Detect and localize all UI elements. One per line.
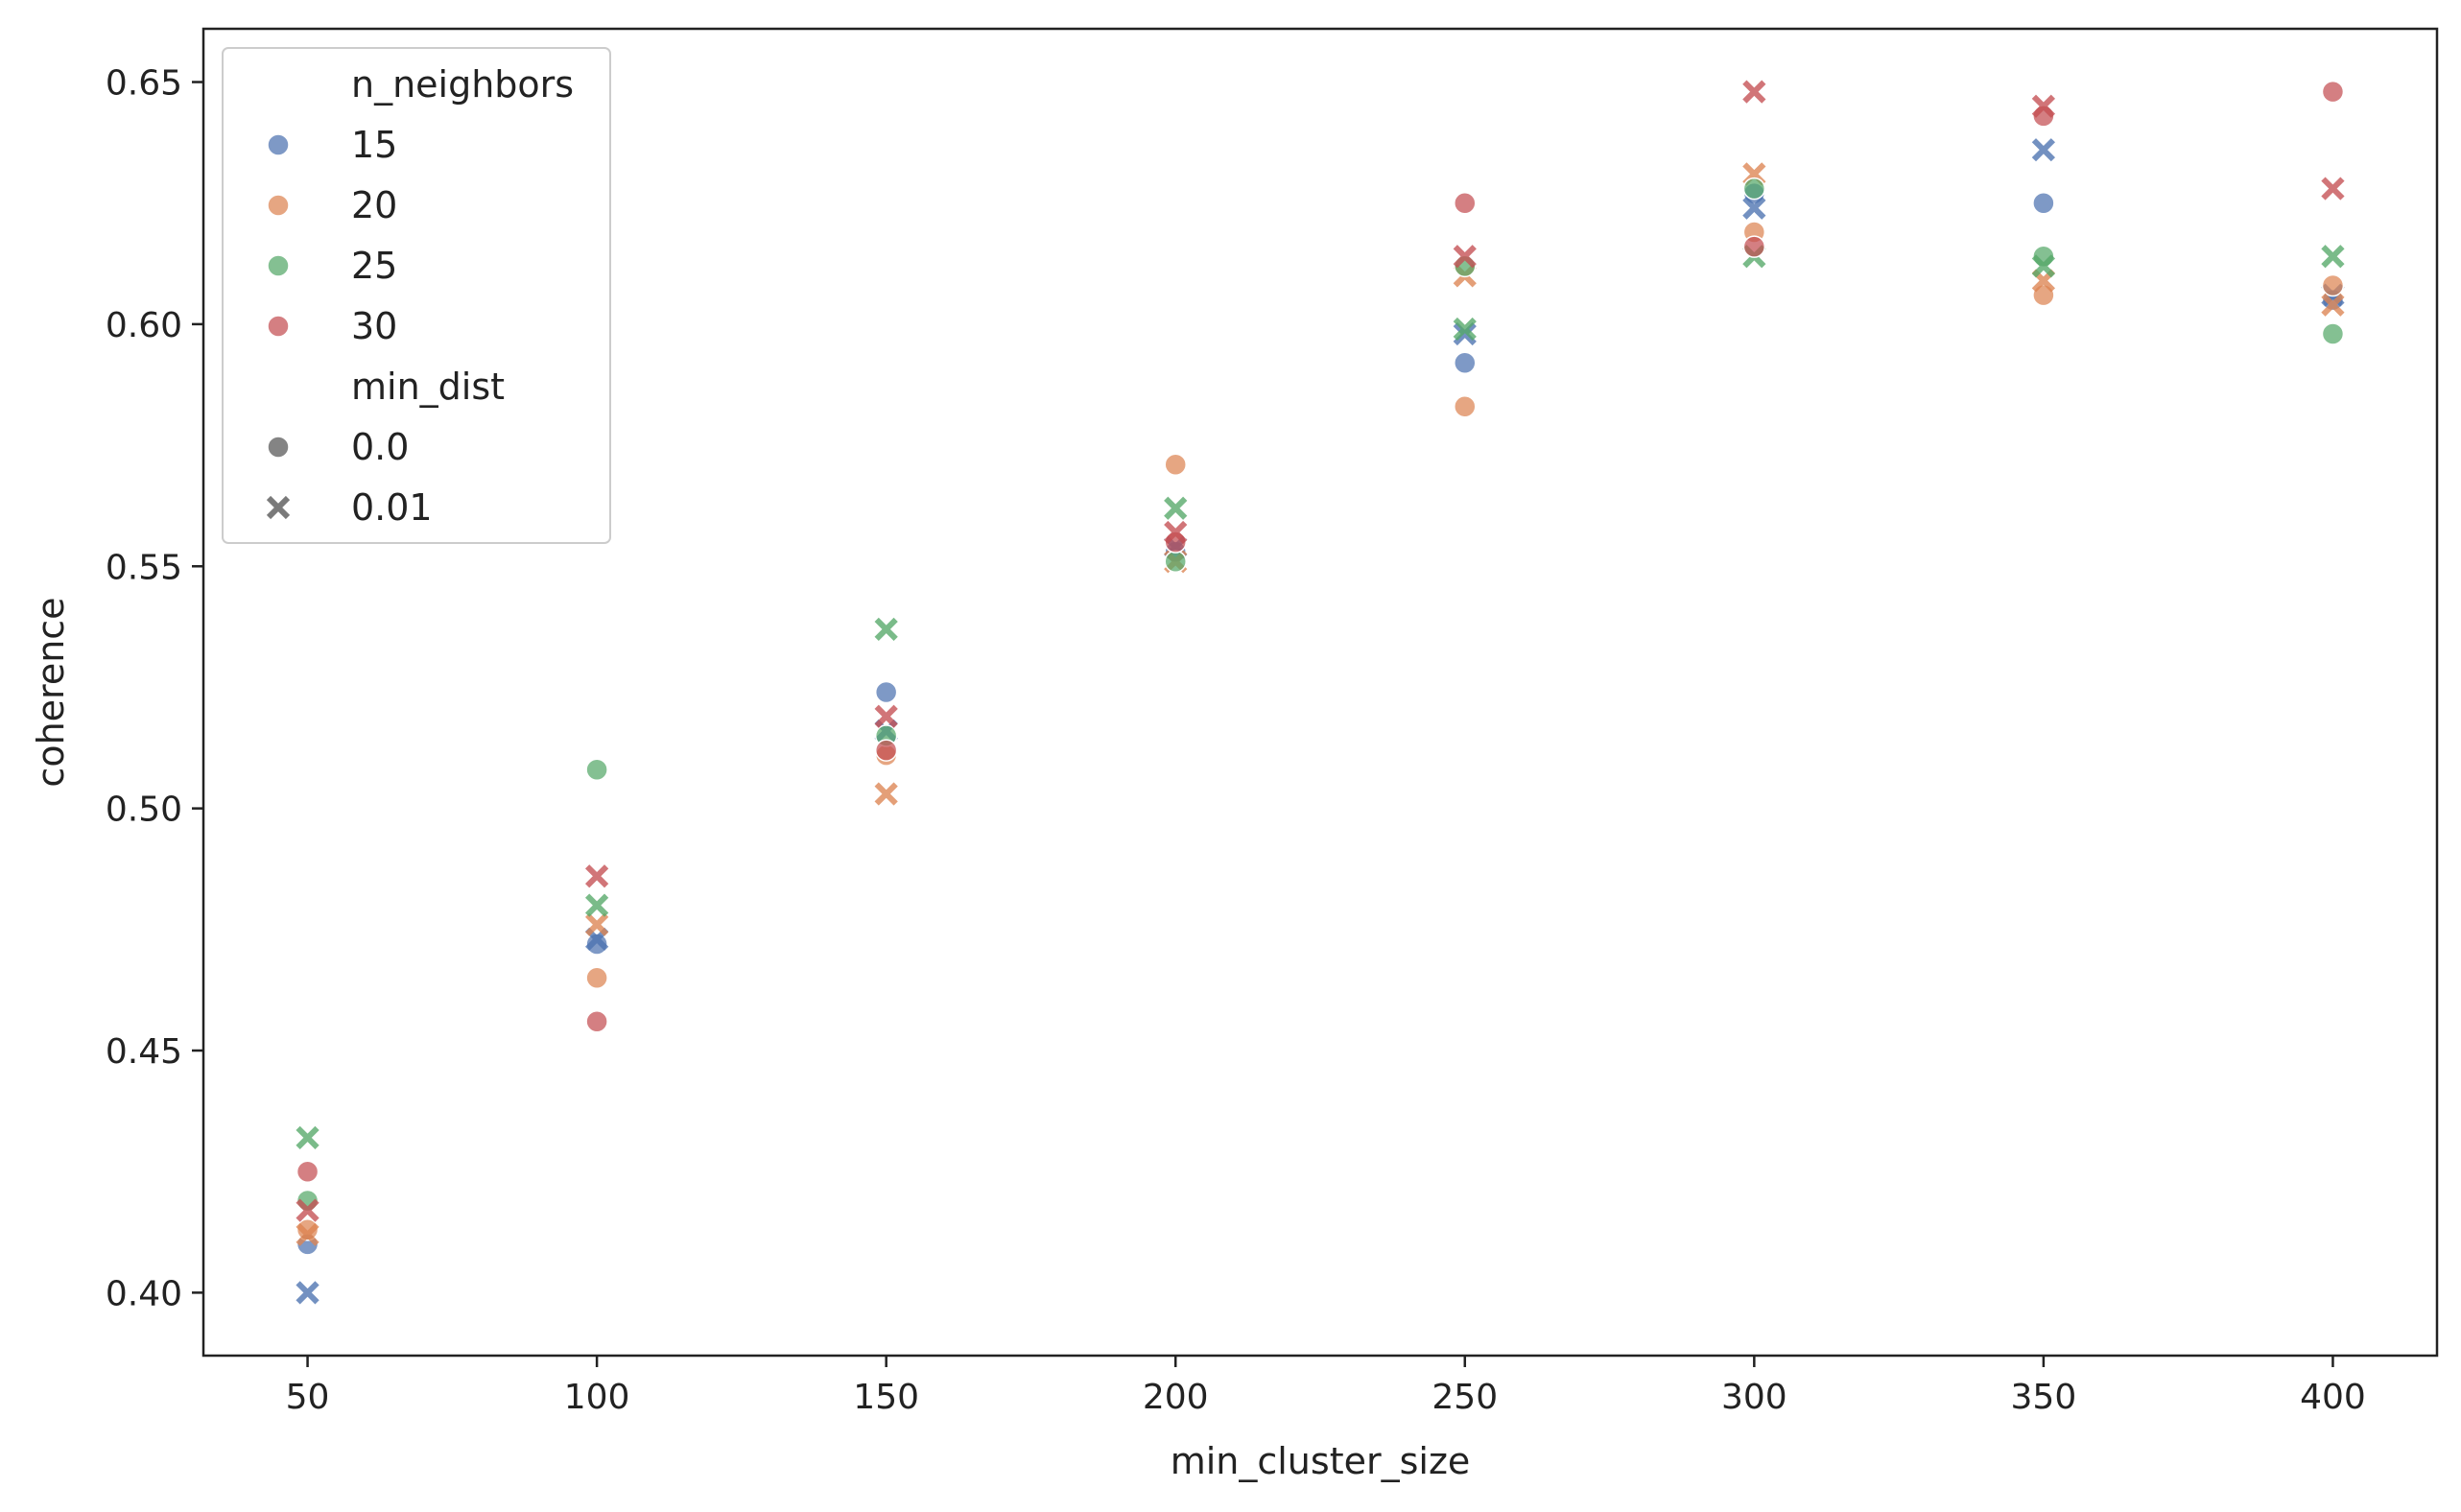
data-points	[296, 80, 2345, 1305]
data-point	[874, 680, 898, 704]
data-point	[874, 704, 898, 728]
data-point	[1453, 245, 1477, 269]
data-point	[585, 933, 608, 956]
data-point	[1454, 394, 1477, 418]
data-point	[1164, 496, 1188, 520]
y-axis: 0.40 0.45 0.50 0.55 0.60 0.65	[106, 64, 203, 1313]
legend-hue-label: 20	[351, 184, 397, 226]
data-point	[874, 782, 898, 806]
legend-hue-marker	[267, 315, 290, 338]
data-point	[2321, 322, 2345, 345]
y-tick-label: 0.50	[106, 791, 182, 830]
legend-style-title: min_dist	[351, 366, 505, 408]
data-point	[1164, 550, 1187, 573]
data-point	[1164, 520, 1188, 545]
data-point	[296, 1281, 319, 1305]
plot-area-frame	[201, 27, 2439, 1358]
data-point	[874, 617, 898, 642]
data-point	[2031, 254, 2056, 278]
legend-style-label: 0.01	[351, 486, 433, 529]
data-point	[1742, 80, 1766, 104]
legend-box	[222, 47, 611, 544]
data-point	[585, 1009, 608, 1033]
data-point	[1454, 351, 1477, 375]
data-point	[296, 1125, 319, 1149]
legend-hue-label: 25	[351, 245, 397, 287]
x-tick-label: 300	[1721, 1378, 1787, 1417]
data-point	[1742, 177, 1766, 201]
data-point	[1742, 235, 1766, 258]
data-point	[874, 739, 898, 762]
legend-hue-label: 30	[351, 305, 397, 347]
data-point	[2031, 138, 2056, 162]
data-point	[585, 966, 608, 990]
data-point	[2321, 245, 2345, 269]
legend-style-marker	[266, 495, 291, 520]
x-tick-label: 100	[564, 1378, 630, 1417]
data-point	[1453, 317, 1477, 342]
y-tick-label: 0.65	[106, 64, 182, 104]
data-point	[2031, 94, 2056, 118]
data-point	[2321, 80, 2345, 104]
x-axis-label: min_cluster_size	[1171, 1440, 1471, 1482]
data-point	[2321, 273, 2345, 297]
y-tick-label: 0.40	[106, 1274, 182, 1313]
x-tick-label: 150	[853, 1378, 919, 1417]
x-tick-label: 400	[2300, 1378, 2366, 1417]
data-point	[2321, 293, 2345, 317]
y-tick-label: 0.60	[106, 306, 182, 345]
x-tick-label: 350	[2011, 1378, 2077, 1417]
legend-hue-label: 15	[351, 124, 397, 166]
x-tick-label: 200	[1143, 1378, 1209, 1417]
series-30-0.01	[296, 80, 2345, 1222]
data-point	[1742, 196, 1766, 220]
data-point	[585, 758, 608, 782]
data-point	[296, 1222, 319, 1246]
data-point	[1164, 453, 1187, 477]
series-25-0.01	[296, 245, 2345, 1149]
data-point	[2032, 191, 2055, 215]
legend-hue-marker	[267, 254, 290, 277]
legend-hue-marker	[267, 133, 290, 156]
data-point	[584, 864, 609, 888]
x-axis: 50 100 150 200 250 300 350 400	[286, 1356, 2366, 1417]
data-point	[1453, 321, 1477, 346]
data-point	[584, 912, 609, 936]
x-tick-label: 250	[1432, 1378, 1498, 1417]
y-tick-label: 0.45	[106, 1032, 182, 1072]
legend-style-label: 0.0	[351, 426, 409, 468]
data-point	[296, 1218, 319, 1241]
data-point	[296, 1160, 319, 1183]
legend-hue-marker	[267, 194, 290, 217]
data-point	[1454, 191, 1477, 215]
y-tick-label: 0.55	[106, 548, 182, 587]
legend-style-marker	[267, 436, 290, 459]
x-tick-label: 50	[286, 1378, 330, 1417]
y-axis-label: coherence	[30, 597, 72, 787]
data-point	[2321, 177, 2345, 201]
legend-hue-title: n_neighbors	[351, 63, 574, 106]
legend: n_neighbors 15 20 25 30 min_dist 0.0 0.01	[222, 47, 611, 544]
data-point	[296, 1198, 319, 1222]
data-point	[584, 893, 609, 917]
